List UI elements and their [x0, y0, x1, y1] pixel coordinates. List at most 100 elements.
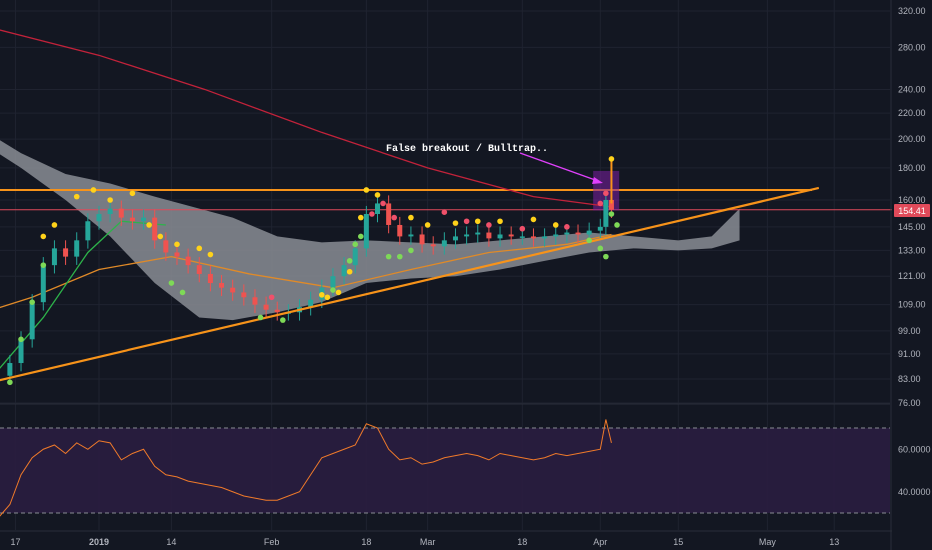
- candle-body-36: [397, 224, 403, 237]
- signal-dot-22: [497, 218, 503, 225]
- signal-dot-3: [129, 190, 136, 197]
- signal-dot-2: [107, 197, 113, 203]
- signal-dot-35: [597, 200, 604, 207]
- candle-body-41: [452, 236, 458, 241]
- signal-dot-31: [463, 218, 470, 225]
- candle-body-28: [308, 299, 314, 308]
- time-tick-label-7: Apr: [593, 537, 607, 547]
- cloud-area: [0, 140, 740, 321]
- signal-dot-47: [352, 241, 359, 248]
- candle-body-35: [386, 203, 392, 225]
- candle-body-52: [575, 232, 581, 235]
- candle-body-20: [219, 283, 225, 288]
- signal-dot-26: [268, 294, 275, 301]
- price-tick-label-6: 160.00: [898, 195, 926, 205]
- candle-body-49: [542, 236, 548, 239]
- price-tick-label-1: 280.00: [898, 42, 926, 52]
- time-tick-label-3: Feb: [264, 537, 280, 547]
- signal-dot-15: [357, 214, 364, 221]
- annotation-text: False breakout / Bulltrap..: [386, 143, 548, 155]
- candle-body-45: [497, 234, 503, 239]
- time-tick-label-6: 18: [517, 537, 527, 547]
- signal-dot-55: [608, 211, 615, 217]
- candle-body-12: [129, 217, 135, 222]
- candle-body-4: [40, 265, 46, 303]
- candle-body-51: [564, 232, 570, 235]
- candle-body-8: [85, 221, 91, 241]
- signal-dot-30: [441, 209, 448, 216]
- price-tick-label-9: 121.00: [898, 271, 926, 281]
- candle-body-9: [96, 213, 102, 222]
- price-tick-label-8: 133.00: [898, 245, 926, 255]
- annotation-arrow-line: [519, 152, 599, 182]
- signal-dot-14: [346, 268, 353, 275]
- price-tick-label-0: 320.00: [898, 6, 926, 16]
- signal-dot-4: [146, 222, 152, 228]
- signal-dot-9: [40, 233, 47, 240]
- signal-dot-37: [7, 379, 13, 386]
- signal-dot-43: [257, 314, 264, 321]
- time-tick-label-2: 14: [166, 537, 176, 547]
- signal-dot-12: [324, 294, 331, 301]
- price-tick-label-7: 145.00: [898, 222, 926, 232]
- time-tick-label-1: 2019: [89, 537, 109, 547]
- signal-dot-28: [380, 200, 386, 207]
- signal-dot-0: [73, 193, 80, 200]
- candle-body-43: [475, 232, 481, 235]
- ascending-trendline: [0, 186, 820, 382]
- candle-body-11: [118, 208, 124, 218]
- ma_mid-line: [0, 233, 612, 309]
- candle-body-33: [363, 213, 369, 249]
- price-axis[interactable]: 320.00 280.00 240.00 220.00 200.00 180.00 160.…: [890, 0, 926, 550]
- signal-dot-29: [391, 214, 398, 221]
- signal-dot-39: [29, 299, 35, 305]
- ichimoku-cloud: [0, 140, 740, 321]
- price-tag-box: [894, 204, 930, 217]
- signal-dot-19: [424, 222, 431, 228]
- candle-body-17: [185, 256, 191, 266]
- candle-body-18: [196, 265, 202, 274]
- signal-dot-25: [608, 156, 615, 162]
- signal-dot-56: [614, 222, 620, 228]
- time-tick-label-8: 15: [673, 537, 683, 547]
- moving-averages: [0, 29, 612, 369]
- signal-dot-32: [486, 222, 492, 228]
- candle-body-50: [553, 234, 559, 237]
- candle-body-23: [252, 297, 258, 305]
- candle-body-55: [603, 200, 609, 227]
- signal-dot-50: [396, 253, 403, 260]
- candle-body-22: [241, 292, 247, 298]
- candle-body-3: [29, 302, 35, 340]
- time-tick-label-10: 13: [829, 537, 839, 547]
- time-tick-label-0: 17: [10, 537, 20, 547]
- signal-dot-7: [196, 245, 203, 252]
- price-tick-label-4: 200.00: [898, 134, 926, 144]
- signal-dot-1: [90, 187, 97, 193]
- signal-dot-44: [280, 317, 286, 323]
- rsi-panel: 60.0000 40.0000: [0, 403, 931, 517]
- candle-body-2: [18, 339, 24, 364]
- price-tag-text: 154.41: [898, 206, 926, 216]
- time-tick-label-9: May: [759, 537, 777, 547]
- rsi-tick-label-0: 60.0000: [898, 444, 931, 454]
- candle-body-37: [408, 234, 414, 237]
- signal-dot-54: [603, 253, 609, 260]
- candle-body-32: [352, 248, 358, 266]
- signal-dot-48: [357, 233, 364, 240]
- time-tick-label-4: 18: [361, 537, 371, 547]
- price-tick-label-3: 220.00: [898, 108, 926, 118]
- candle-body-30: [330, 276, 336, 288]
- candle-body-42: [464, 234, 470, 237]
- candle-body-7: [74, 240, 80, 257]
- time-axis[interactable]: 17 2019 14 Feb 18 Mar 18 Apr 15 May 13: [0, 530, 892, 547]
- candle-body-13: [141, 217, 147, 222]
- candle-body-54: [597, 226, 603, 231]
- candle-body-53: [586, 230, 592, 235]
- signal-dot-49: [385, 253, 392, 260]
- signal-dot-34: [564, 224, 570, 230]
- rsi-band: [0, 428, 890, 513]
- signal-dot-17: [374, 192, 381, 198]
- candle-body-5: [51, 248, 57, 266]
- candle-body-56: [608, 200, 614, 210]
